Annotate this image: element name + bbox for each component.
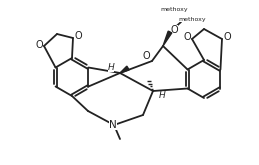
- Polygon shape: [163, 31, 172, 46]
- Text: H: H: [159, 92, 166, 100]
- Text: O: O: [183, 32, 191, 42]
- Text: O: O: [35, 40, 43, 50]
- Text: O: O: [74, 31, 82, 41]
- Text: O: O: [142, 51, 150, 61]
- Text: methoxy: methoxy: [178, 16, 206, 21]
- Text: O: O: [223, 32, 231, 42]
- Polygon shape: [120, 66, 129, 73]
- Text: H: H: [108, 63, 114, 71]
- Text: N: N: [109, 120, 117, 130]
- Text: methoxy: methoxy: [160, 7, 188, 13]
- Text: O: O: [170, 25, 178, 35]
